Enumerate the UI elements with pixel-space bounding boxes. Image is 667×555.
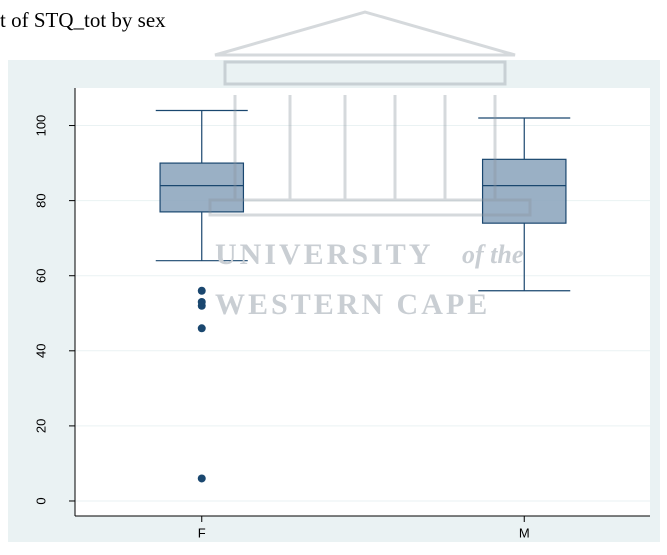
outlier	[197, 324, 206, 333]
chart-title: t of STQ_tot by sex	[0, 8, 166, 32]
watermark-text: WESTERN CAPE	[215, 288, 490, 321]
x-tick-label: M	[519, 525, 530, 540]
plot: 0 20 40 60 80 100 F M	[33, 88, 650, 540]
watermark-building	[208, 10, 532, 217]
y-tick-label: 60	[33, 268, 48, 282]
y-tick-label: 0	[33, 497, 48, 504]
outlier	[197, 286, 206, 295]
outlier	[197, 474, 206, 483]
y-tick-label: 100	[33, 115, 48, 137]
watermark-text: UNIVERSITY	[215, 238, 433, 271]
outlier	[197, 301, 206, 310]
box	[481, 158, 567, 224]
y-tick-label: 20	[33, 419, 48, 433]
box	[159, 162, 245, 213]
y-tick-label: 40	[33, 344, 48, 358]
y-tick-label: 80	[33, 193, 48, 207]
watermark-text: of the	[462, 240, 523, 269]
x-tick-label: F	[198, 525, 206, 540]
